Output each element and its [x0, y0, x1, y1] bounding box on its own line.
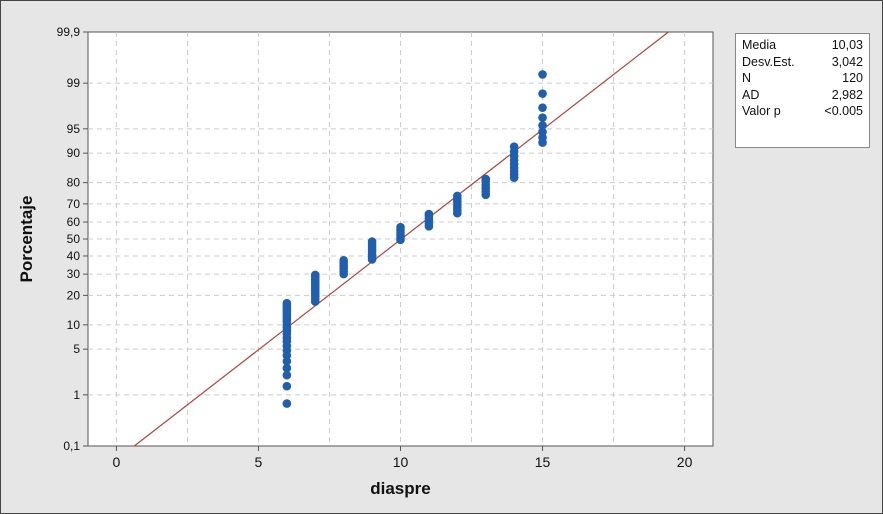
y-tick-label: 90: [67, 146, 81, 160]
stat-label: AD: [742, 87, 760, 102]
data-point: [310, 270, 320, 280]
x-tick-label: 10: [393, 454, 409, 470]
stat-row-n: N 120: [742, 70, 863, 87]
stat-label: Media: [742, 38, 777, 52]
data-point: [282, 370, 292, 380]
x-tick-label: 15: [535, 454, 551, 470]
data-point: [538, 113, 547, 122]
stat-row-mean: Media 10,03: [742, 37, 863, 54]
stat-value: 120: [842, 71, 863, 85]
data-point: [538, 70, 547, 79]
x-tick-label: 20: [677, 454, 693, 470]
y-tick-label: 70: [67, 197, 81, 211]
data-point: [282, 363, 292, 373]
data-point: [538, 103, 547, 113]
data-point: [481, 174, 491, 184]
data-point: [509, 142, 519, 151]
data-point: [538, 89, 547, 98]
x-tick-label: 0: [113, 454, 121, 470]
y-tick-label: 95: [67, 122, 81, 136]
y-axis-label: Porcentaje: [17, 196, 36, 283]
y-tick-label: 40: [67, 249, 81, 263]
stat-row-sd: Desv.Est. 3,042: [742, 54, 863, 71]
data-point: [396, 222, 405, 232]
y-tick-label: 99: [67, 76, 81, 90]
stat-value: <0.005: [824, 104, 863, 118]
stat-label: Desv.Est.: [742, 54, 795, 69]
stats-box: Media 10,03 Desv.Est. 3,042 N 120 AD 2,982 V…: [735, 33, 870, 148]
data-point: [538, 121, 547, 130]
y-tick-label: 80: [67, 176, 81, 190]
data-point: [282, 381, 292, 391]
data-point: [282, 298, 292, 308]
data-point: [424, 209, 434, 219]
stat-value: 2,982: [831, 87, 863, 102]
y-tick-label: 99,9: [57, 25, 81, 39]
x-tick-label: 5: [255, 454, 263, 470]
stat-value: 10,03: [831, 38, 863, 52]
x-axis-label: diaspre: [370, 479, 430, 498]
data-point: [538, 127, 547, 137]
data-point: [453, 191, 462, 201]
y-tick-label: 1: [73, 388, 80, 402]
y-tick-label: 50: [67, 232, 81, 246]
y-tick-label: 10: [67, 318, 81, 332]
y-tick-label: 0,1: [63, 439, 80, 453]
stat-row-pvalue: Valor p <0.005: [742, 103, 863, 120]
y-tick-label: 20: [67, 288, 81, 302]
data-point: [339, 256, 348, 265]
y-tick-label: 60: [67, 215, 81, 229]
data-point: [367, 237, 377, 246]
stat-row-ad: AD 2,982: [742, 87, 863, 104]
stat-label: Valor p: [742, 104, 781, 118]
y-tick-label: 30: [67, 267, 81, 281]
y-tick-label: 5: [73, 342, 80, 356]
stat-value: 3,042: [831, 54, 863, 69]
stat-label: N: [742, 71, 752, 85]
data-point: [282, 399, 292, 408]
